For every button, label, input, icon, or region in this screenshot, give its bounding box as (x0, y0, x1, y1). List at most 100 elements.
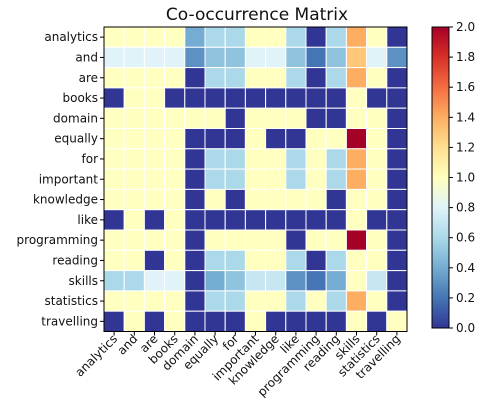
heatmap-cell-like-analytics (103, 209, 125, 231)
heatmap-cell-reading-important (244, 249, 267, 272)
heatmap-cell-equally-and (123, 128, 145, 150)
heatmap-cell-statistics-domain (184, 290, 206, 312)
heatmap-cell-important-domain (184, 168, 206, 190)
heatmap-cell-knowledge-and (123, 188, 145, 211)
colorbar-tick-label-0.4: 0.4 (456, 261, 475, 275)
heatmap-cell-and-reading (325, 46, 347, 69)
heatmap-cell-statistics-like (285, 290, 307, 312)
heatmap-cell-analytics-like (285, 26, 307, 48)
heatmap-cell-statistics-skills (345, 290, 368, 312)
heatmap-cell-books-travelling (386, 87, 408, 109)
heatmap-cell-skills-statistics (366, 270, 388, 292)
chart-title: Co-occurrence Matrix (166, 5, 348, 25)
heatmap-cell-important-for (224, 168, 246, 190)
colorbar-tick-label-1.2: 1.2 (456, 140, 475, 154)
heatmap-cell-travelling-programming (305, 310, 327, 333)
heatmap-cell-analytics-equally (204, 26, 226, 48)
heatmap-cell-travelling-books (164, 310, 186, 333)
heatmap-cell-skills-like (285, 270, 307, 292)
heatmap-cell-statistics-for (224, 290, 246, 312)
heatmap-cell-for-equally (204, 148, 226, 170)
heatmap-cell-equally-domain (184, 128, 206, 150)
heatmap-cell-domain-for (224, 107, 246, 129)
heatmap-cell-programming-equally (204, 229, 226, 251)
heatmap-cell-like-important (244, 209, 267, 231)
heatmap-cell-like-for (224, 209, 246, 231)
heatmap-cell-domain-skills (345, 107, 368, 129)
heatmap-cell-equally-for (224, 128, 246, 150)
heatmap-cell-analytics-analytics (103, 26, 125, 48)
heatmap-cell-knowledge-analytics (103, 188, 125, 211)
heatmap-cell-domain-analytics (103, 107, 125, 129)
heatmap-cell-programming-for (224, 229, 246, 251)
heatmap-cell-like-programming (305, 209, 327, 231)
heatmap-cell-and-equally (204, 46, 226, 69)
heatmap-cell-travelling-skills (345, 310, 368, 333)
y-tick-label-for: for (82, 152, 99, 166)
heatmap-cell-travelling-important (244, 310, 267, 333)
heatmap-cell-for-skills (345, 148, 368, 170)
heatmap-cell-for-domain (184, 148, 206, 170)
heatmap-cell-are-analytics (103, 67, 125, 89)
heatmap-cell-reading-like (285, 249, 307, 272)
colorbar-tick-label-1.0: 1.0 (456, 171, 475, 185)
heatmap-cell-analytics-domain (184, 26, 206, 48)
heatmap-cell-reading-travelling (386, 249, 408, 272)
heatmap-cell-statistics-programming (305, 290, 327, 312)
colorbar-tick-label-1.4: 1.4 (456, 110, 475, 124)
heatmap-cell-knowledge-like (285, 188, 307, 211)
heatmap-cell-statistics-important (244, 290, 267, 312)
heatmap-cell-important-important (244, 168, 267, 190)
heatmap-cell-reading-statistics (366, 249, 388, 272)
heatmap-cell-for-statistics (366, 148, 388, 170)
heatmap-cell-books-important (244, 87, 267, 109)
heatmap-cell-skills-travelling (386, 270, 408, 292)
heatmap-cell-like-domain (184, 209, 206, 231)
heatmap-cell-are-like (285, 67, 307, 89)
heatmap-cell-for-knowledge (265, 148, 287, 170)
heatmap-cell-are-important (244, 67, 267, 89)
heatmap-cell-reading-books (164, 249, 186, 272)
heatmap-cell-reading-and (123, 249, 145, 272)
heatmap-cell-like-knowledge (265, 209, 287, 231)
heatmap-cell-like-skills (345, 209, 368, 231)
heatmap-cell-skills-equally (204, 270, 226, 292)
heatmap-cell-are-reading (325, 67, 347, 89)
heatmap-cell-statistics-are (143, 290, 166, 312)
heatmap-cell-equally-books (164, 128, 186, 150)
y-tick-label-domain: domain (53, 111, 98, 125)
y-tick-label-like: like (77, 213, 98, 227)
heatmap-cell-are-domain (184, 67, 206, 89)
heatmap-cell-statistics-equally (204, 290, 226, 312)
heatmap-cell-like-equally (204, 209, 226, 231)
heatmap-cell-skills-and (123, 270, 145, 292)
heatmap-cell-like-books (164, 209, 186, 231)
heatmap-cell-domain-are (143, 107, 166, 129)
heatmap-cell-and-like (285, 46, 307, 69)
heatmap-cell-equally-knowledge (265, 128, 287, 150)
heatmap-cell-important-travelling (386, 168, 408, 190)
colorbar-tick-label-1.8: 1.8 (456, 50, 475, 64)
heatmap-cell-and-travelling (386, 46, 408, 69)
heatmap-cell-programming-statistics (366, 229, 388, 251)
heatmap-cell-important-skills (345, 168, 368, 190)
y-tick-label-travelling: travelling (41, 314, 98, 328)
heatmap-cell-knowledge-domain (184, 188, 206, 211)
heatmap-cell-books-equally (204, 87, 226, 109)
heatmap-cell-books-statistics (366, 87, 388, 109)
heatmap-cell-domain-books (164, 107, 186, 129)
heatmap-cell-are-programming (305, 67, 327, 89)
heatmap-cell-reading-programming (305, 249, 327, 272)
heatmap-cell-analytics-are (143, 26, 166, 48)
heatmap-cell-skills-analytics (103, 270, 125, 292)
heatmap-cell-knowledge-are (143, 188, 166, 211)
heatmap-cell-statistics-statistics (366, 290, 388, 312)
heatmap-cell-books-and (123, 87, 145, 109)
x-tick-labels: analyticsandarebooksdomainequallyforimpo… (72, 331, 403, 399)
heatmap-cell-programming-knowledge (265, 229, 287, 251)
heatmap-cell-travelling-knowledge (265, 310, 287, 333)
heatmap-cell-and-programming (305, 46, 327, 69)
heatmap-cell-statistics-and (123, 290, 145, 312)
heatmap-cell-equally-are (143, 128, 166, 150)
y-tick-label-knowledge: knowledge (33, 193, 98, 207)
